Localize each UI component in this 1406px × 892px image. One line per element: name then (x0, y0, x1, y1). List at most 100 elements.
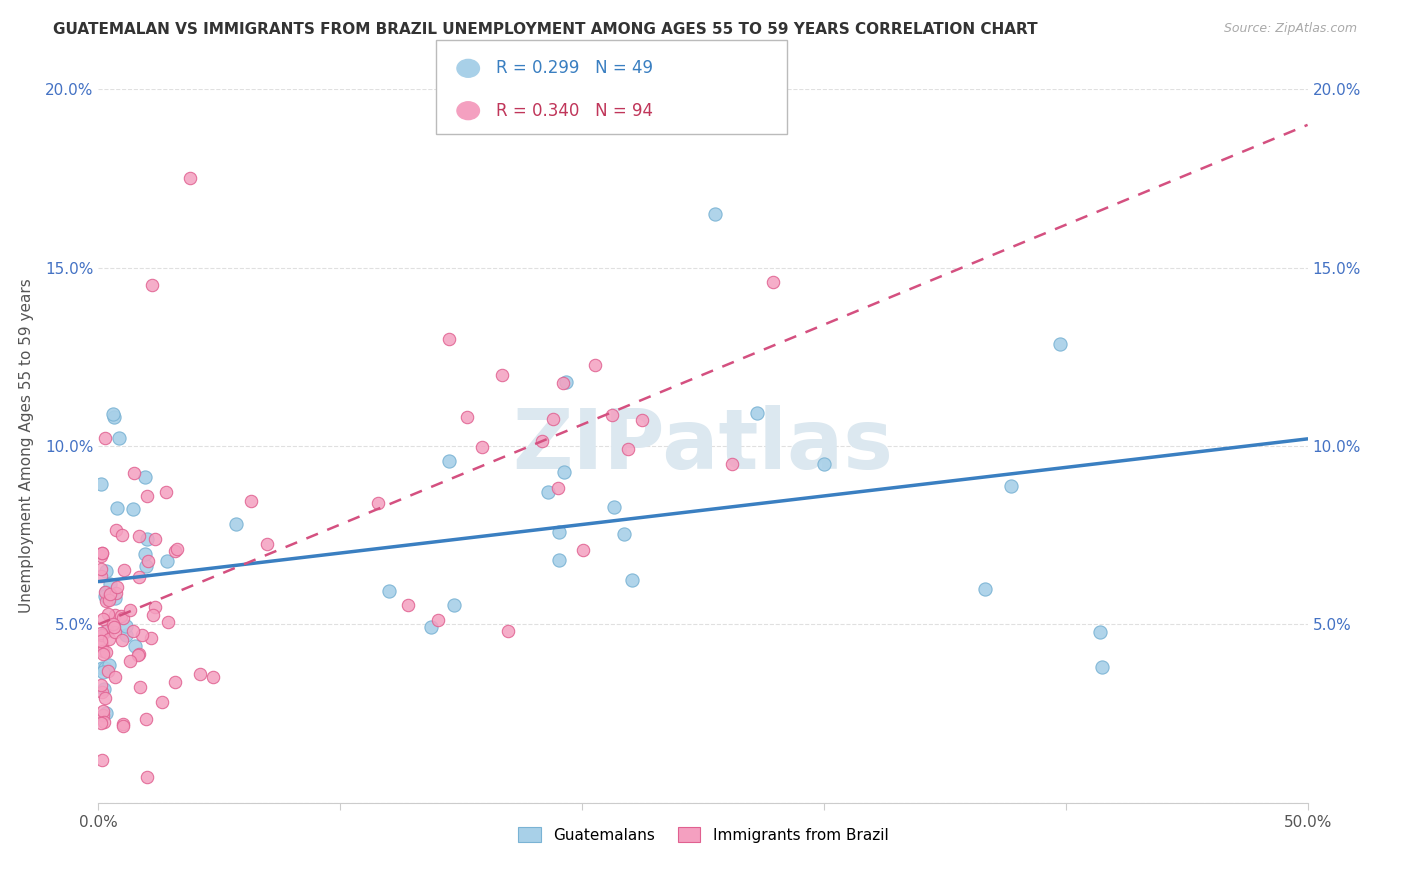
Point (90, 568, 112, 582)
Point (91, 647, 114, 661)
Point (111, 716, 134, 731)
Point (141, 278, 163, 293)
Point (115, 628, 138, 642)
Text: GUATEMALAN VS IMMIGRANTS FROM BRAZIL UNEMPLOYMENT AMONG AGES 55 TO 59 YEARS CORR: GUATEMALAN VS IMMIGRANTS FROM BRAZIL UNE… (53, 22, 1038, 37)
Y-axis label: Unemployment Among Ages 55 to 59 years: Unemployment Among Ages 55 to 59 years (20, 278, 34, 614)
Point (97, 591, 120, 606)
Point (135, 712, 157, 726)
Point (91, 612, 114, 626)
Point (163, 675, 186, 690)
Point (90, 716, 112, 731)
Point (537, 485, 560, 500)
Point (553, 465, 575, 479)
Point (201, 669, 224, 683)
Point (225, 517, 247, 532)
Point (128, 647, 150, 661)
Point (97, 664, 120, 678)
Point (129, 680, 152, 694)
Point (90, 634, 112, 648)
Point (1091, 660, 1114, 674)
Point (548, 525, 571, 540)
Point (91, 707, 114, 722)
Point (122, 466, 145, 480)
Point (134, 547, 156, 561)
Point (136, 770, 159, 784)
Point (104, 608, 127, 623)
Point (1000, 479, 1022, 493)
Point (128, 529, 150, 543)
Point (1049, 336, 1071, 351)
Point (704, 207, 727, 221)
Point (496, 624, 519, 639)
Point (96, 644, 118, 658)
Point (583, 358, 606, 372)
Text: R = 0.340   N = 94: R = 0.340 N = 94 (496, 102, 654, 120)
Point (135, 490, 157, 504)
Point (600, 408, 623, 422)
Point (93, 682, 115, 697)
Point (90, 562, 112, 576)
Point (96, 623, 118, 637)
Point (613, 526, 636, 541)
Point (747, 405, 769, 419)
Point (108, 431, 131, 445)
Point (115, 619, 138, 633)
Text: R = 0.299   N = 49: R = 0.299 N = 49 (496, 60, 654, 78)
Point (93, 715, 115, 730)
Point (437, 454, 460, 468)
Point (112, 719, 135, 733)
Point (90, 639, 112, 653)
Point (396, 598, 419, 612)
Point (437, 332, 460, 346)
Point (105, 524, 128, 538)
Point (90, 625, 112, 640)
Point (104, 586, 127, 600)
Point (166, 541, 188, 556)
Point (143, 600, 166, 615)
Point (443, 599, 465, 613)
Point (94, 589, 117, 603)
Point (603, 500, 626, 514)
Point (141, 632, 163, 646)
Point (101, 408, 124, 422)
Point (813, 457, 835, 471)
Point (128, 570, 150, 584)
Point (190, 667, 212, 681)
Point (531, 434, 554, 448)
Point (91, 546, 114, 560)
Point (98, 587, 121, 601)
Point (94, 585, 117, 599)
Point (91, 685, 114, 699)
Point (105, 500, 128, 515)
Point (142, 607, 165, 622)
Point (134, 469, 156, 483)
Point (631, 413, 654, 427)
Legend: Guatemalans, Immigrants from Brazil: Guatemalans, Immigrants from Brazil (512, 821, 894, 848)
Point (122, 624, 145, 638)
Point (143, 532, 166, 546)
Point (103, 409, 125, 424)
Point (157, 615, 180, 630)
Point (179, 171, 201, 186)
Point (96, 586, 118, 600)
Point (240, 494, 263, 508)
Point (131, 628, 153, 642)
Point (94, 431, 117, 445)
Point (551, 376, 574, 390)
Point (104, 625, 127, 640)
Point (98, 593, 121, 607)
Point (93, 661, 115, 675)
Point (762, 275, 785, 289)
Point (378, 584, 401, 599)
Point (94, 564, 117, 578)
Point (100, 577, 122, 591)
Point (104, 591, 127, 606)
Point (120, 603, 142, 617)
Point (367, 496, 389, 510)
Point (973, 582, 995, 596)
Point (156, 554, 179, 568)
Point (105, 580, 128, 594)
Point (256, 537, 278, 551)
Point (1088, 624, 1111, 639)
Point (91, 546, 114, 560)
